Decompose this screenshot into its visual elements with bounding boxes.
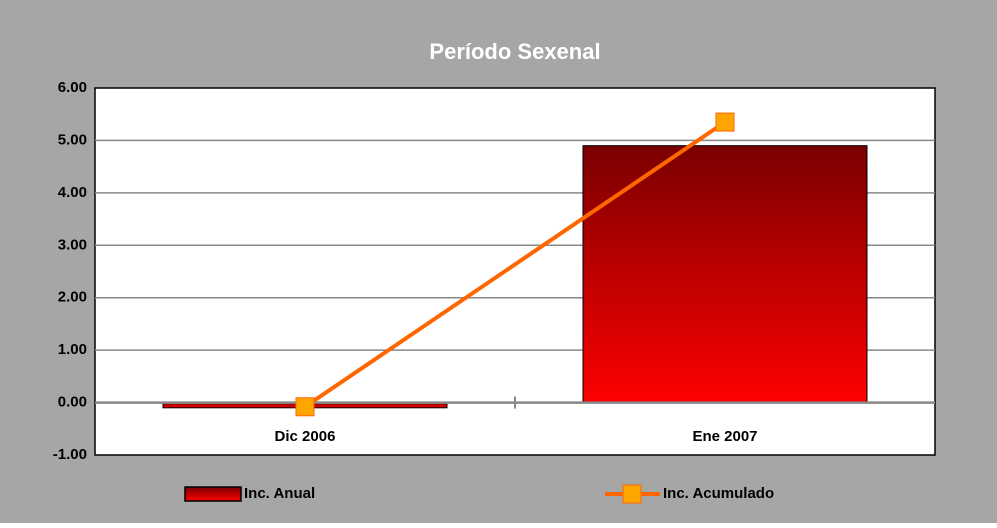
bar <box>582 145 868 404</box>
legend-label: Inc. Acumulado <box>663 485 774 502</box>
line-marker <box>295 397 315 417</box>
y-tick-label: 3.00 <box>58 236 87 253</box>
y-tick-label: 5.00 <box>58 131 87 148</box>
y-tick-label: 4.00 <box>58 184 87 201</box>
y-tick-label: 1.00 <box>58 341 87 358</box>
x-tick-label: Dic 2006 <box>275 428 336 445</box>
line-marker <box>715 112 735 132</box>
chart-title: Período Sexenal <box>429 39 600 64</box>
legend-swatch <box>622 484 642 504</box>
line <box>303 120 727 409</box>
y-tick-label: 6.00 <box>58 79 87 96</box>
legend-label: Inc. Anual <box>244 485 315 502</box>
y-tick-label: 2.00 <box>58 289 87 306</box>
legend-swatch <box>184 486 242 502</box>
y-tick-label: 0.00 <box>58 394 87 411</box>
x-tick-label: Ene 2007 <box>692 428 757 445</box>
y-tick-label: -1.00 <box>53 446 87 463</box>
